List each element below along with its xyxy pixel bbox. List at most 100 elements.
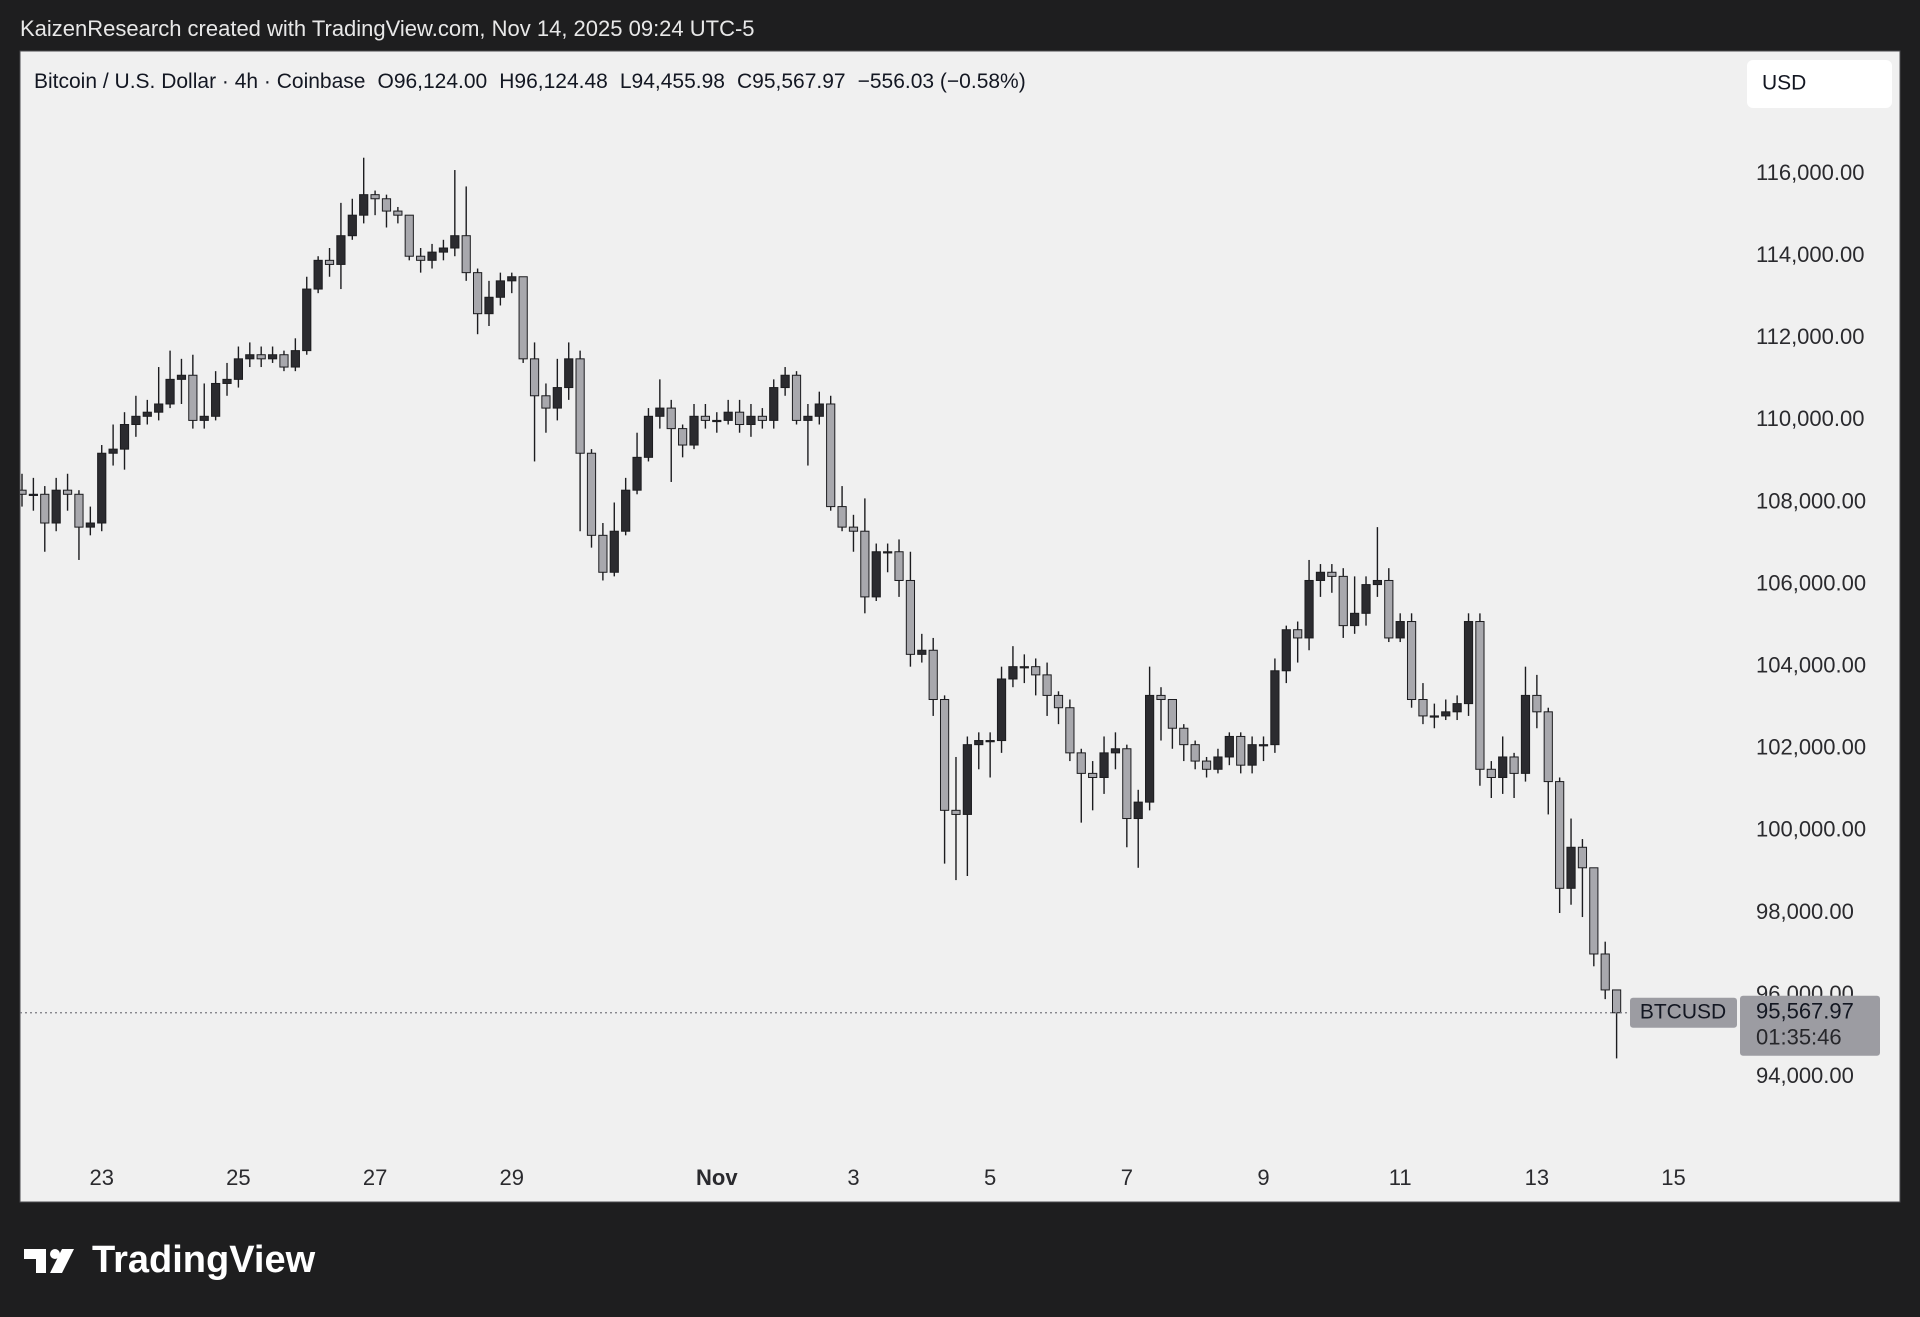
- candle-body: [632, 456, 642, 491]
- currency-label[interactable]: USD: [1762, 72, 1806, 95]
- candle-body: [484, 296, 494, 315]
- candle-body: [1053, 694, 1064, 709]
- candle-body: [416, 255, 426, 261]
- price-tag: [1740, 995, 1880, 1056]
- candle-body: [734, 411, 745, 426]
- y-tick-label: 94,000.00: [1756, 1063, 1854, 1088]
- candle-body: [928, 649, 938, 701]
- x-tick-label: 11: [1389, 1165, 1412, 1190]
- candle-body: [233, 358, 244, 380]
- candle-body: [336, 235, 346, 265]
- candle-body: [518, 276, 528, 360]
- candle-body: [438, 247, 449, 253]
- candle-body: [951, 809, 961, 815]
- candle-body: [541, 395, 551, 409]
- candle-body: [860, 530, 870, 598]
- candle-body: [1190, 744, 1200, 762]
- candle-body: [1042, 674, 1052, 696]
- ohlc-prefix: L: [620, 70, 632, 93]
- y-tick-label: 100,000.00: [1756, 817, 1866, 842]
- x-tick-label: 13: [1525, 1165, 1549, 1190]
- candle-body: [894, 551, 904, 581]
- logo-icon: [24, 1249, 74, 1273]
- candle-body: [1475, 621, 1485, 770]
- logo-text: TradingView: [92, 1239, 316, 1281]
- price-tag-value: 95,567.97: [1756, 999, 1854, 1024]
- y-tick-label: 106,000.00: [1756, 570, 1866, 595]
- candle-body: [1429, 715, 1439, 718]
- x-tick-label: 27: [363, 1165, 387, 1190]
- candle-body: [393, 210, 403, 216]
- y-tick-label: 98,000.00: [1756, 899, 1854, 924]
- candle-body: [450, 235, 460, 249]
- candle-body: [256, 354, 266, 360]
- candle-body: [1304, 579, 1314, 639]
- candle-body: [996, 678, 1007, 742]
- candle-body: [176, 374, 187, 380]
- candle-body: [723, 411, 733, 421]
- candle-body: [1270, 670, 1280, 746]
- candle-body: [40, 493, 50, 524]
- candle-body: [97, 452, 107, 524]
- candle-body: [1384, 579, 1394, 639]
- candle-body: [621, 489, 631, 532]
- candle-body: [769, 387, 779, 421]
- candle-body: [791, 374, 802, 421]
- y-tick-label: 102,000.00: [1756, 735, 1866, 760]
- candle-body: [427, 251, 437, 261]
- y-tick-label: 108,000.00: [1756, 488, 1866, 513]
- candle-body: [1145, 694, 1155, 803]
- symbol-label: Bitcoin / U.S. Dollar · 4h · Coinbase: [34, 70, 365, 93]
- candle-body: [1520, 694, 1531, 774]
- candle-body: [1498, 756, 1508, 778]
- x-tick-label: 7: [1121, 1165, 1133, 1190]
- ohlc-value: 96,124.00: [394, 70, 487, 93]
- candle-body: [1213, 756, 1223, 770]
- candle-body: [1224, 735, 1234, 758]
- candle-body: [1338, 575, 1348, 627]
- candle-body: [222, 378, 232, 384]
- candle-body: [507, 276, 517, 282]
- candle-body: [1076, 752, 1086, 774]
- candle-body: [1258, 744, 1269, 747]
- candle-body: [939, 699, 950, 811]
- candle-body: [1019, 666, 1029, 669]
- candle-body: [324, 259, 335, 265]
- x-tick-label: 29: [500, 1165, 524, 1190]
- candle-body: [1293, 629, 1303, 639]
- candle-body: [712, 419, 722, 423]
- candle-body: [154, 403, 164, 413]
- candle-body: [1463, 621, 1474, 705]
- candle-body: [119, 424, 130, 450]
- candle-body: [1201, 760, 1212, 770]
- currency-button[interactable]: [1747, 60, 1892, 108]
- x-tick-label: 5: [984, 1165, 996, 1190]
- y-tick-label: 112,000.00: [1756, 324, 1864, 349]
- candle-body: [757, 415, 767, 421]
- candle-body: [1418, 699, 1428, 717]
- candle-body: [359, 194, 369, 216]
- candle-body: [598, 534, 608, 573]
- candle-body: [211, 382, 221, 417]
- candle-body: [1167, 699, 1177, 729]
- candle-body: [165, 378, 175, 405]
- legend: Bitcoin / U.S. Dollar · 4h · Coinbase O96…: [34, 70, 1026, 93]
- axes: 94,000.0096,000.0098,000.00100,000.00102…: [89, 160, 1880, 1190]
- candle-body: [290, 350, 300, 368]
- candle-body: [1281, 629, 1291, 672]
- candle-body: [245, 354, 255, 360]
- y-tick-label: 116,000.00: [1756, 160, 1864, 185]
- candle-body: [347, 214, 357, 237]
- candle-body: [700, 415, 711, 421]
- x-tick-label: Nov: [696, 1165, 738, 1190]
- candle-body: [1589, 867, 1599, 955]
- candle-body: [381, 198, 392, 212]
- candle-body: [142, 411, 152, 417]
- candle-body: [1031, 666, 1041, 676]
- y-tick-label: 114,000.00: [1756, 242, 1864, 267]
- candle-body: [678, 428, 688, 446]
- candle-body: [74, 493, 84, 528]
- candle-body: [1350, 612, 1360, 627]
- candle-body: [643, 415, 654, 458]
- candle-body: [529, 358, 540, 397]
